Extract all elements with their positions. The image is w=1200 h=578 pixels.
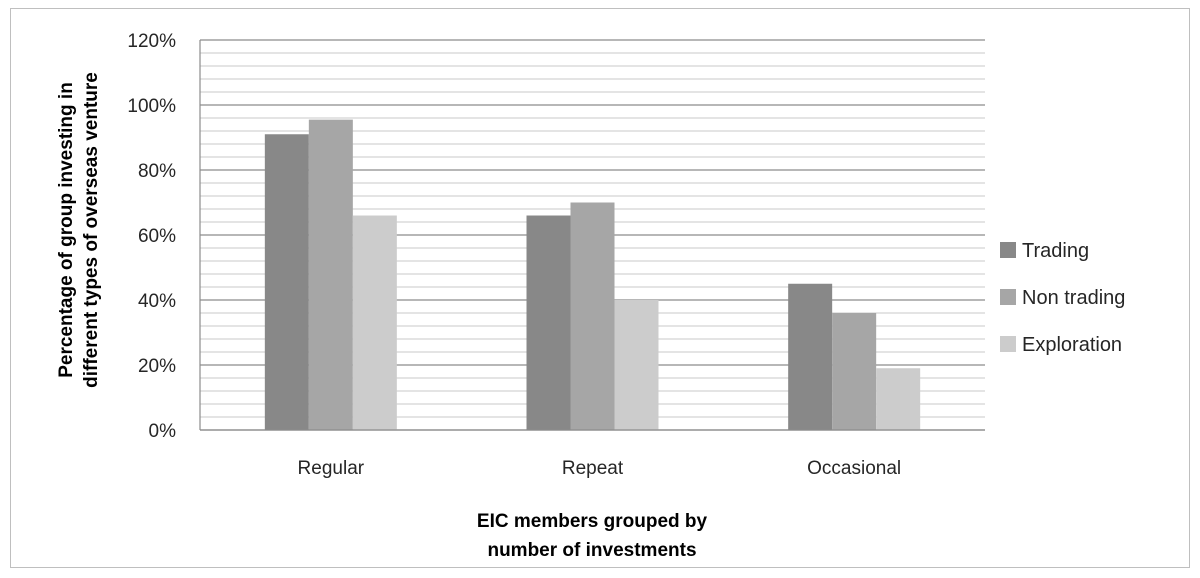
y-axis-title-line-1: Percentage of group investing in bbox=[56, 82, 77, 378]
bar-non-trading-occasional bbox=[832, 313, 877, 430]
bar-trading-regular bbox=[264, 134, 309, 430]
legend-swatch bbox=[1000, 289, 1016, 305]
y-tick-label: 20% bbox=[138, 356, 176, 377]
x-axis-title-line-2: number of investments bbox=[487, 540, 696, 561]
bar-exploration-regular bbox=[352, 215, 397, 430]
y-tick-label: 0% bbox=[149, 421, 177, 442]
legend-label: Non trading bbox=[1022, 287, 1125, 309]
y-tick-label: 80% bbox=[138, 161, 176, 182]
y-tick-label: 120% bbox=[127, 31, 176, 52]
bar-non-trading-repeat bbox=[570, 202, 615, 430]
legend-swatch bbox=[1000, 336, 1016, 352]
x-category-label: Repeat bbox=[562, 458, 624, 479]
y-tick-label: 100% bbox=[127, 96, 176, 117]
x-category-label: Occasional bbox=[807, 458, 901, 479]
x-category-label: Regular bbox=[298, 458, 365, 479]
bar-exploration-repeat bbox=[614, 300, 659, 430]
bar-trading-occasional bbox=[788, 283, 833, 430]
bar-exploration-occasional bbox=[876, 368, 921, 430]
x-category-labels: Regular Repeat Occasional bbox=[298, 458, 902, 479]
legend-label: Exploration bbox=[1022, 334, 1122, 356]
legend: Trading Non trading Exploration bbox=[1000, 240, 1125, 356]
bars bbox=[264, 119, 921, 430]
bar-non-trading-regular bbox=[308, 119, 353, 430]
legend-label: Trading bbox=[1022, 240, 1089, 262]
y-tick-label: 60% bbox=[138, 226, 176, 247]
y-tick-label: 40% bbox=[138, 291, 176, 312]
bar-trading-repeat bbox=[526, 215, 571, 430]
axes bbox=[199, 40, 985, 431]
x-axis-title-line-1: EIC members grouped by bbox=[477, 511, 708, 532]
y-tick-labels: 0% 20% 40% 60% 80% 100% 120% bbox=[127, 31, 176, 442]
y-axis-title-line-2: different types of overseas venture bbox=[81, 72, 102, 388]
legend-swatch bbox=[1000, 242, 1016, 258]
